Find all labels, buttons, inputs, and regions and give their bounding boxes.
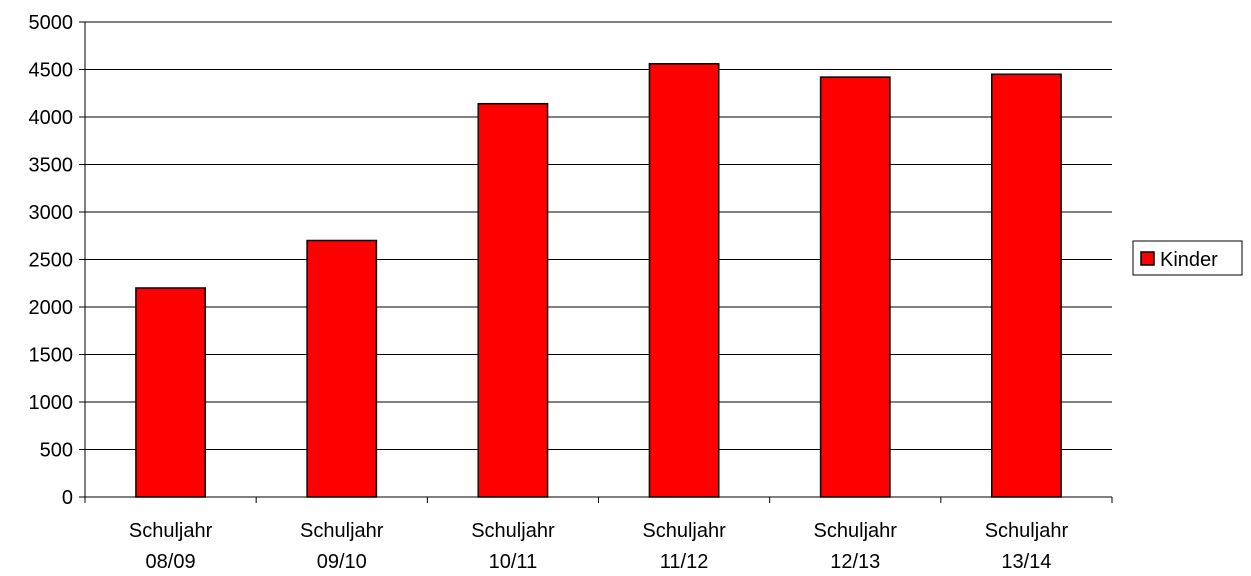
bar xyxy=(819,76,891,498)
y-tick-labels: 0 500 1000 1500 2000 2500 3000 3500 4000 4500 5000 xyxy=(29,12,74,509)
y-tick-label: 1000 xyxy=(29,392,74,414)
gridlines xyxy=(85,21,1112,450)
y-tick-label: 2000 xyxy=(29,297,74,319)
x-tick-labels: Schuljahr 08/09 Schuljahr 09/10 Schuljahr 10/… xyxy=(129,520,1069,573)
x-tick-label: Schuljahr 13/14 xyxy=(985,520,1069,573)
y-tick-label: 3500 xyxy=(29,155,74,177)
y-tick-label: 1500 xyxy=(29,345,74,367)
y-tick-label: 2500 xyxy=(29,250,74,272)
x-tick-label: Schuljahr 12/13 xyxy=(814,520,898,573)
x-tick-label: Schuljahr 09/10 xyxy=(300,520,384,573)
bar xyxy=(648,63,720,498)
x-tick-label: Schuljahr 10/11 xyxy=(471,520,555,573)
y-tick-label: 0 xyxy=(62,487,73,509)
legend: Kinder xyxy=(1132,240,1243,276)
bar xyxy=(135,287,206,498)
y-tick-label: 3000 xyxy=(29,202,74,224)
y-tick-label: 500 xyxy=(40,440,73,462)
x-tick-label: Schuljahr 11/12 xyxy=(642,520,726,573)
axes xyxy=(79,21,1113,503)
legend-label: Kinder xyxy=(1160,249,1218,271)
legend-swatch xyxy=(1140,251,1155,266)
y-tick-label: 5000 xyxy=(29,12,74,34)
bars xyxy=(135,63,1062,498)
bar xyxy=(991,73,1062,498)
y-tick-label: 4000 xyxy=(29,107,74,129)
y-tick-label: 4500 xyxy=(29,60,74,82)
bar xyxy=(306,239,378,498)
x-tick-label: Schuljahr 08/09 xyxy=(129,520,213,573)
bar xyxy=(477,102,549,498)
